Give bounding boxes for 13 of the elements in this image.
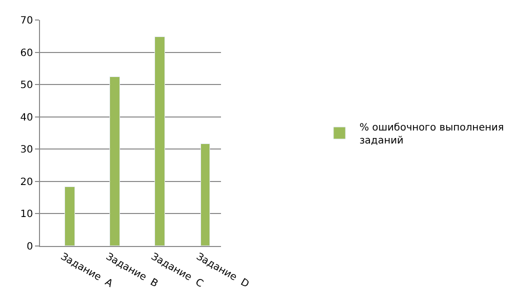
bar: [154, 36, 165, 246]
y-tick-label: 60: [20, 48, 33, 59]
y-tick-label: 30: [20, 144, 33, 156]
y-tick-label: 40: [20, 112, 33, 124]
bar: [200, 144, 210, 246]
y-tick-label: 0: [26, 242, 33, 252]
bar: [110, 76, 120, 246]
y-tick-label: 10: [20, 209, 33, 220]
y-tick-label: 20: [20, 176, 33, 188]
bar: [64, 186, 75, 246]
legend-label: % ошибочного выполнения заданий: [359, 122, 504, 146]
y-tick-label: 50: [20, 80, 33, 92]
y-tick-label: 70: [20, 16, 33, 26]
